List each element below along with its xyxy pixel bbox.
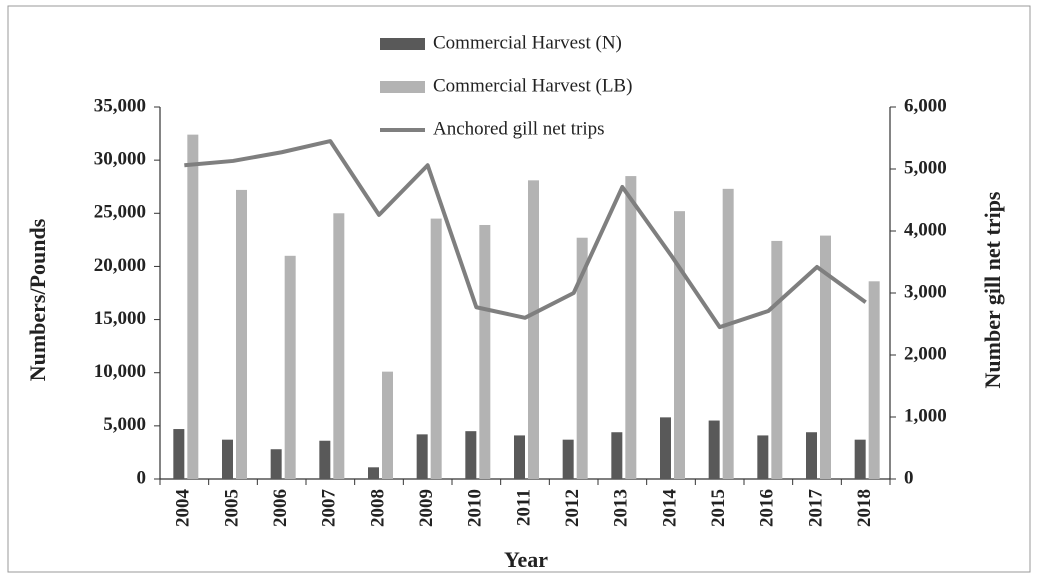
bar (757, 435, 769, 479)
x-tick-label: 2009 (416, 489, 437, 527)
bar (771, 240, 783, 479)
y2-axis-title: Number gill net trips (980, 191, 1005, 388)
bar (416, 434, 428, 479)
legend-swatch (380, 81, 425, 93)
bar (479, 224, 491, 479)
bar (854, 439, 866, 479)
y2-tick-label: 4,000 (904, 219, 947, 240)
x-tick-label: 2016 (757, 489, 778, 527)
y-tick-label: 0 (137, 467, 147, 488)
x-tick-label: 2010 (465, 489, 486, 527)
y2-tick-label: 1,000 (904, 405, 947, 426)
x-tick-label: 2012 (562, 489, 583, 527)
y2-tick-label: 5,000 (904, 157, 947, 178)
x-tick-label: 2005 (221, 489, 242, 527)
bar (430, 218, 442, 479)
bar (382, 371, 393, 479)
bar (708, 420, 720, 479)
bar (674, 211, 685, 479)
x-tick-label: 2013 (611, 489, 632, 527)
x-tick-label: 2017 (805, 489, 826, 528)
x-tick-label: 2007 (319, 489, 340, 528)
bar (576, 237, 588, 479)
x-tick-label: 2015 (708, 489, 729, 527)
y-tick-label: 30,000 (94, 149, 146, 170)
bar (660, 417, 671, 479)
x-tick-label: 2014 (659, 489, 680, 528)
bar (625, 176, 637, 480)
bar (562, 439, 574, 479)
legend-label: Commercial Harvest (N) (433, 32, 622, 53)
bar (722, 188, 734, 479)
bar (868, 281, 880, 479)
bar (528, 180, 539, 479)
legend-label: Commercial Harvest (LB) (433, 75, 632, 96)
x-tick-label: 2011 (513, 489, 534, 526)
bar (236, 189, 247, 479)
bar (820, 235, 831, 479)
bar (222, 439, 233, 479)
bar (333, 213, 345, 480)
y-tick-label: 35,000 (94, 95, 146, 116)
bar (806, 432, 817, 479)
bar (514, 435, 525, 479)
bar (368, 467, 379, 479)
bar (611, 432, 623, 479)
y-tick-label: 15,000 (94, 308, 146, 329)
y-tick-label: 20,000 (94, 255, 146, 276)
bar (187, 134, 199, 480)
legend-swatch (380, 38, 425, 50)
y-tick-label: 5,000 (103, 414, 146, 435)
y2-tick-label: 0 (904, 467, 914, 488)
y2-tick-label: 3,000 (904, 281, 947, 302)
legend-label: Anchored gill net trips (433, 118, 605, 139)
bar (319, 440, 331, 479)
bar (270, 449, 282, 479)
y-axis-title: Numbers/Pounds (25, 218, 50, 381)
x-tick-label: 2006 (270, 489, 291, 527)
y-tick-label: 10,000 (94, 361, 146, 382)
x-axis-title: Year (504, 547, 548, 572)
bar (173, 429, 185, 479)
x-tick-label: 2008 (367, 489, 388, 527)
y2-tick-label: 2,000 (904, 343, 947, 364)
bar (465, 431, 477, 479)
x-tick-label: 2018 (854, 489, 875, 527)
x-tick-label: 2004 (173, 489, 194, 528)
line (184, 139, 867, 330)
y-tick-label: 25,000 (94, 202, 146, 223)
chart-frame (7, 5, 1031, 573)
bar (284, 255, 296, 479)
y2-tick-label: 6,000 (904, 95, 947, 116)
